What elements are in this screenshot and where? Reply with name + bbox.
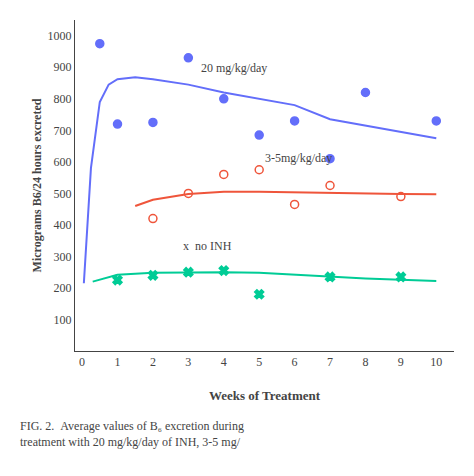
svg-text:800: 800 [54, 92, 72, 106]
svg-text:1: 1 [115, 355, 121, 369]
svg-text:9: 9 [398, 355, 404, 369]
svg-text:0: 0 [79, 355, 85, 369]
svg-text:3-5mg/kg/day: 3-5mg/kg/day [265, 151, 332, 165]
svg-text:20 mg/kg/day: 20 mg/kg/day [201, 61, 267, 75]
svg-text:1000: 1000 [48, 29, 72, 43]
svg-text:10: 10 [430, 355, 442, 369]
svg-text:5: 5 [256, 355, 262, 369]
svg-text:700: 700 [54, 124, 72, 138]
svg-text:x no INH: x no INH [183, 239, 232, 253]
svg-text:900: 900 [54, 60, 72, 74]
svg-text:200: 200 [54, 281, 72, 295]
svg-text:FIG. 2. Average values of B₆: FIG. 2. Average values of B₆ excretion d… [20, 419, 244, 449]
svg-text:3: 3 [185, 355, 191, 369]
svg-text:8: 8 [362, 355, 368, 369]
svg-text:600: 600 [54, 155, 72, 169]
svg-text:6: 6 [292, 355, 298, 369]
svg-text:500: 500 [54, 187, 72, 201]
svg-text:2: 2 [150, 355, 156, 369]
svg-text:Micrograms B6/24 hours excrete: Micrograms B6/24 hours excreted [30, 98, 44, 272]
svg-text:7: 7 [327, 355, 333, 369]
svg-text:400: 400 [54, 218, 72, 232]
svg-text:Weeks of Treatment: Weeks of Treatment [209, 388, 321, 403]
svg-text:100: 100 [54, 313, 72, 327]
svg-text:300: 300 [54, 250, 72, 264]
svg-text:4: 4 [221, 355, 227, 369]
